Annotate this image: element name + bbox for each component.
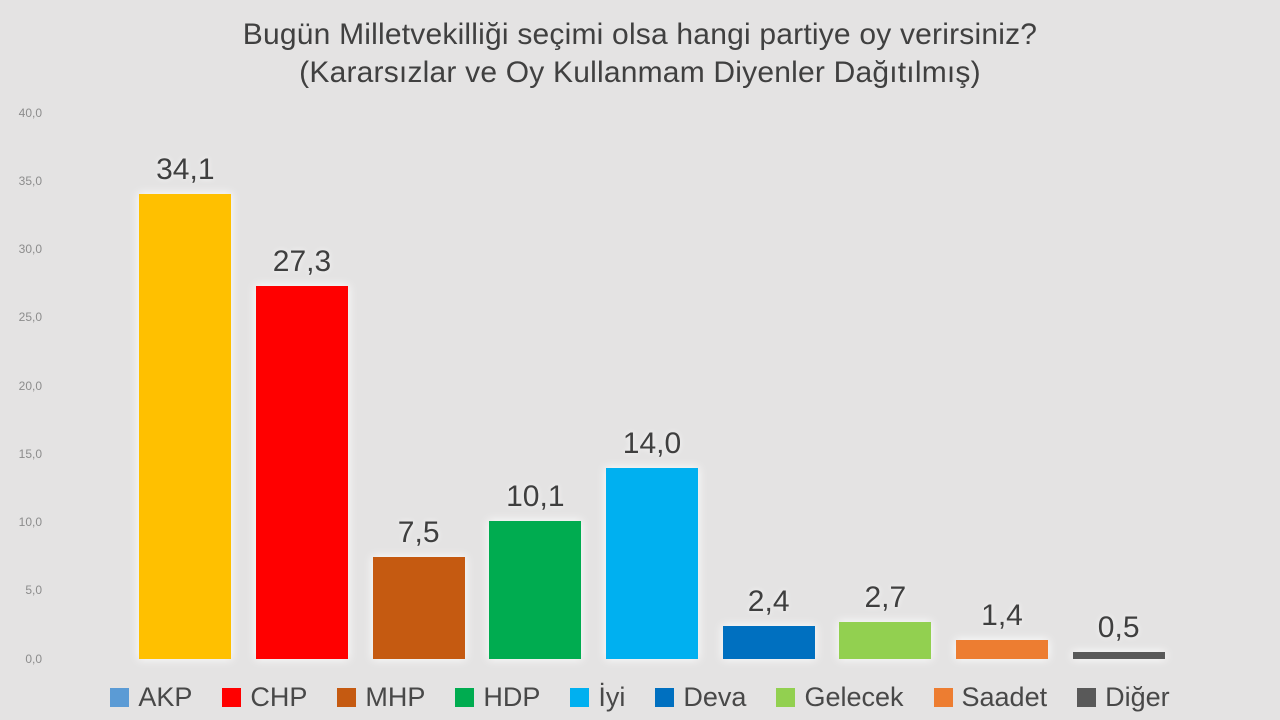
legend-label: Diğer xyxy=(1105,682,1170,712)
legend-item-deva: Deva xyxy=(655,680,746,714)
legend-label: Gelecek xyxy=(804,682,904,712)
y-axis-tick-label: 40,0 xyxy=(18,105,42,120)
bar-value-label-deva: 2,4 xyxy=(747,585,790,619)
bar-deva xyxy=(722,626,815,659)
legend-swatch-icon xyxy=(222,687,242,707)
bar-value-label-gelecek: 2,7 xyxy=(864,581,907,615)
bar-value-label-saadet: 1,4 xyxy=(981,598,1023,632)
y-axis-tick-label: 15,0 xyxy=(18,446,42,461)
bar-diğer xyxy=(1072,652,1165,659)
y-axis-tick-label: 30,0 xyxy=(18,242,42,256)
bar-value-label-hdp: 10,1 xyxy=(506,480,565,514)
bar-saadet xyxy=(956,639,1048,659)
legend-label: Deva xyxy=(683,682,747,712)
legend-item-akp: AKP xyxy=(110,680,192,714)
legend-swatch-icon xyxy=(655,687,675,707)
legend-label: AKP xyxy=(138,682,193,712)
chart-title-line2: (Kararsızlar ve Oy Kullanmam Diyenler Da… xyxy=(299,56,981,89)
bar-chp xyxy=(256,286,348,659)
legend-label: MHP xyxy=(365,682,426,712)
bar-hdp xyxy=(489,521,582,659)
bar-value-label-chp: 27,3 xyxy=(272,245,332,279)
y-axis-tick-label: 35,0 xyxy=(18,173,42,188)
bar-value-label-mhp: 7,5 xyxy=(397,515,440,549)
legend-label: CHP xyxy=(250,682,308,712)
legend-label: İyi xyxy=(598,682,626,712)
legend-label: Saadet xyxy=(961,682,1048,712)
legend-item-chp: CHP xyxy=(222,680,307,714)
legend-swatch-icon xyxy=(1077,687,1097,707)
legend-swatch-icon xyxy=(455,687,475,707)
legend-swatch-icon xyxy=(110,687,130,707)
y-axis-tick-label: 10,0 xyxy=(18,515,42,529)
legend-swatch-icon xyxy=(570,687,590,707)
chart-title: Bugün Milletvekilliği seçimi olsa hangi … xyxy=(0,16,1280,92)
bar-akp xyxy=(139,193,232,659)
bar-value-label-i̇yi: 14,0 xyxy=(622,426,682,460)
legend-swatch-icon xyxy=(776,687,796,707)
legend-label: HDP xyxy=(483,682,541,712)
legend-item-gelecek: Gelecek xyxy=(776,680,904,714)
legend-item-saadet: Saadet xyxy=(933,680,1048,714)
legend: AKP CHP MHP HDP İyi Deva Gelecek Saadet Diğer xyxy=(0,680,1280,714)
y-axis-tick-label: 20,0 xyxy=(18,378,42,393)
legend-swatch-icon xyxy=(933,687,953,707)
legend-swatch-icon xyxy=(337,687,357,707)
y-axis-tick-label: 5,0 xyxy=(25,583,42,598)
legend-item-i̇yi: İyi xyxy=(570,680,625,714)
bar-mhp xyxy=(372,556,465,659)
legend-item-diğer: Diğer xyxy=(1077,680,1170,714)
legend-item-hdp: HDP xyxy=(455,680,540,714)
bar-gelecek xyxy=(839,622,932,659)
y-axis-tick-label: 25,0 xyxy=(18,310,42,325)
y-axis-tick-label: 0,0 xyxy=(25,651,42,666)
bar-value-label-diğer: 0,5 xyxy=(1097,611,1140,645)
legend-item-mhp: MHP xyxy=(337,680,425,714)
chart-title-line1: Bugün Milletvekilliği seçimi olsa hangi … xyxy=(242,18,1038,51)
bar-value-label-akp: 34,1 xyxy=(156,152,215,186)
bar-i̇yi xyxy=(606,467,698,659)
